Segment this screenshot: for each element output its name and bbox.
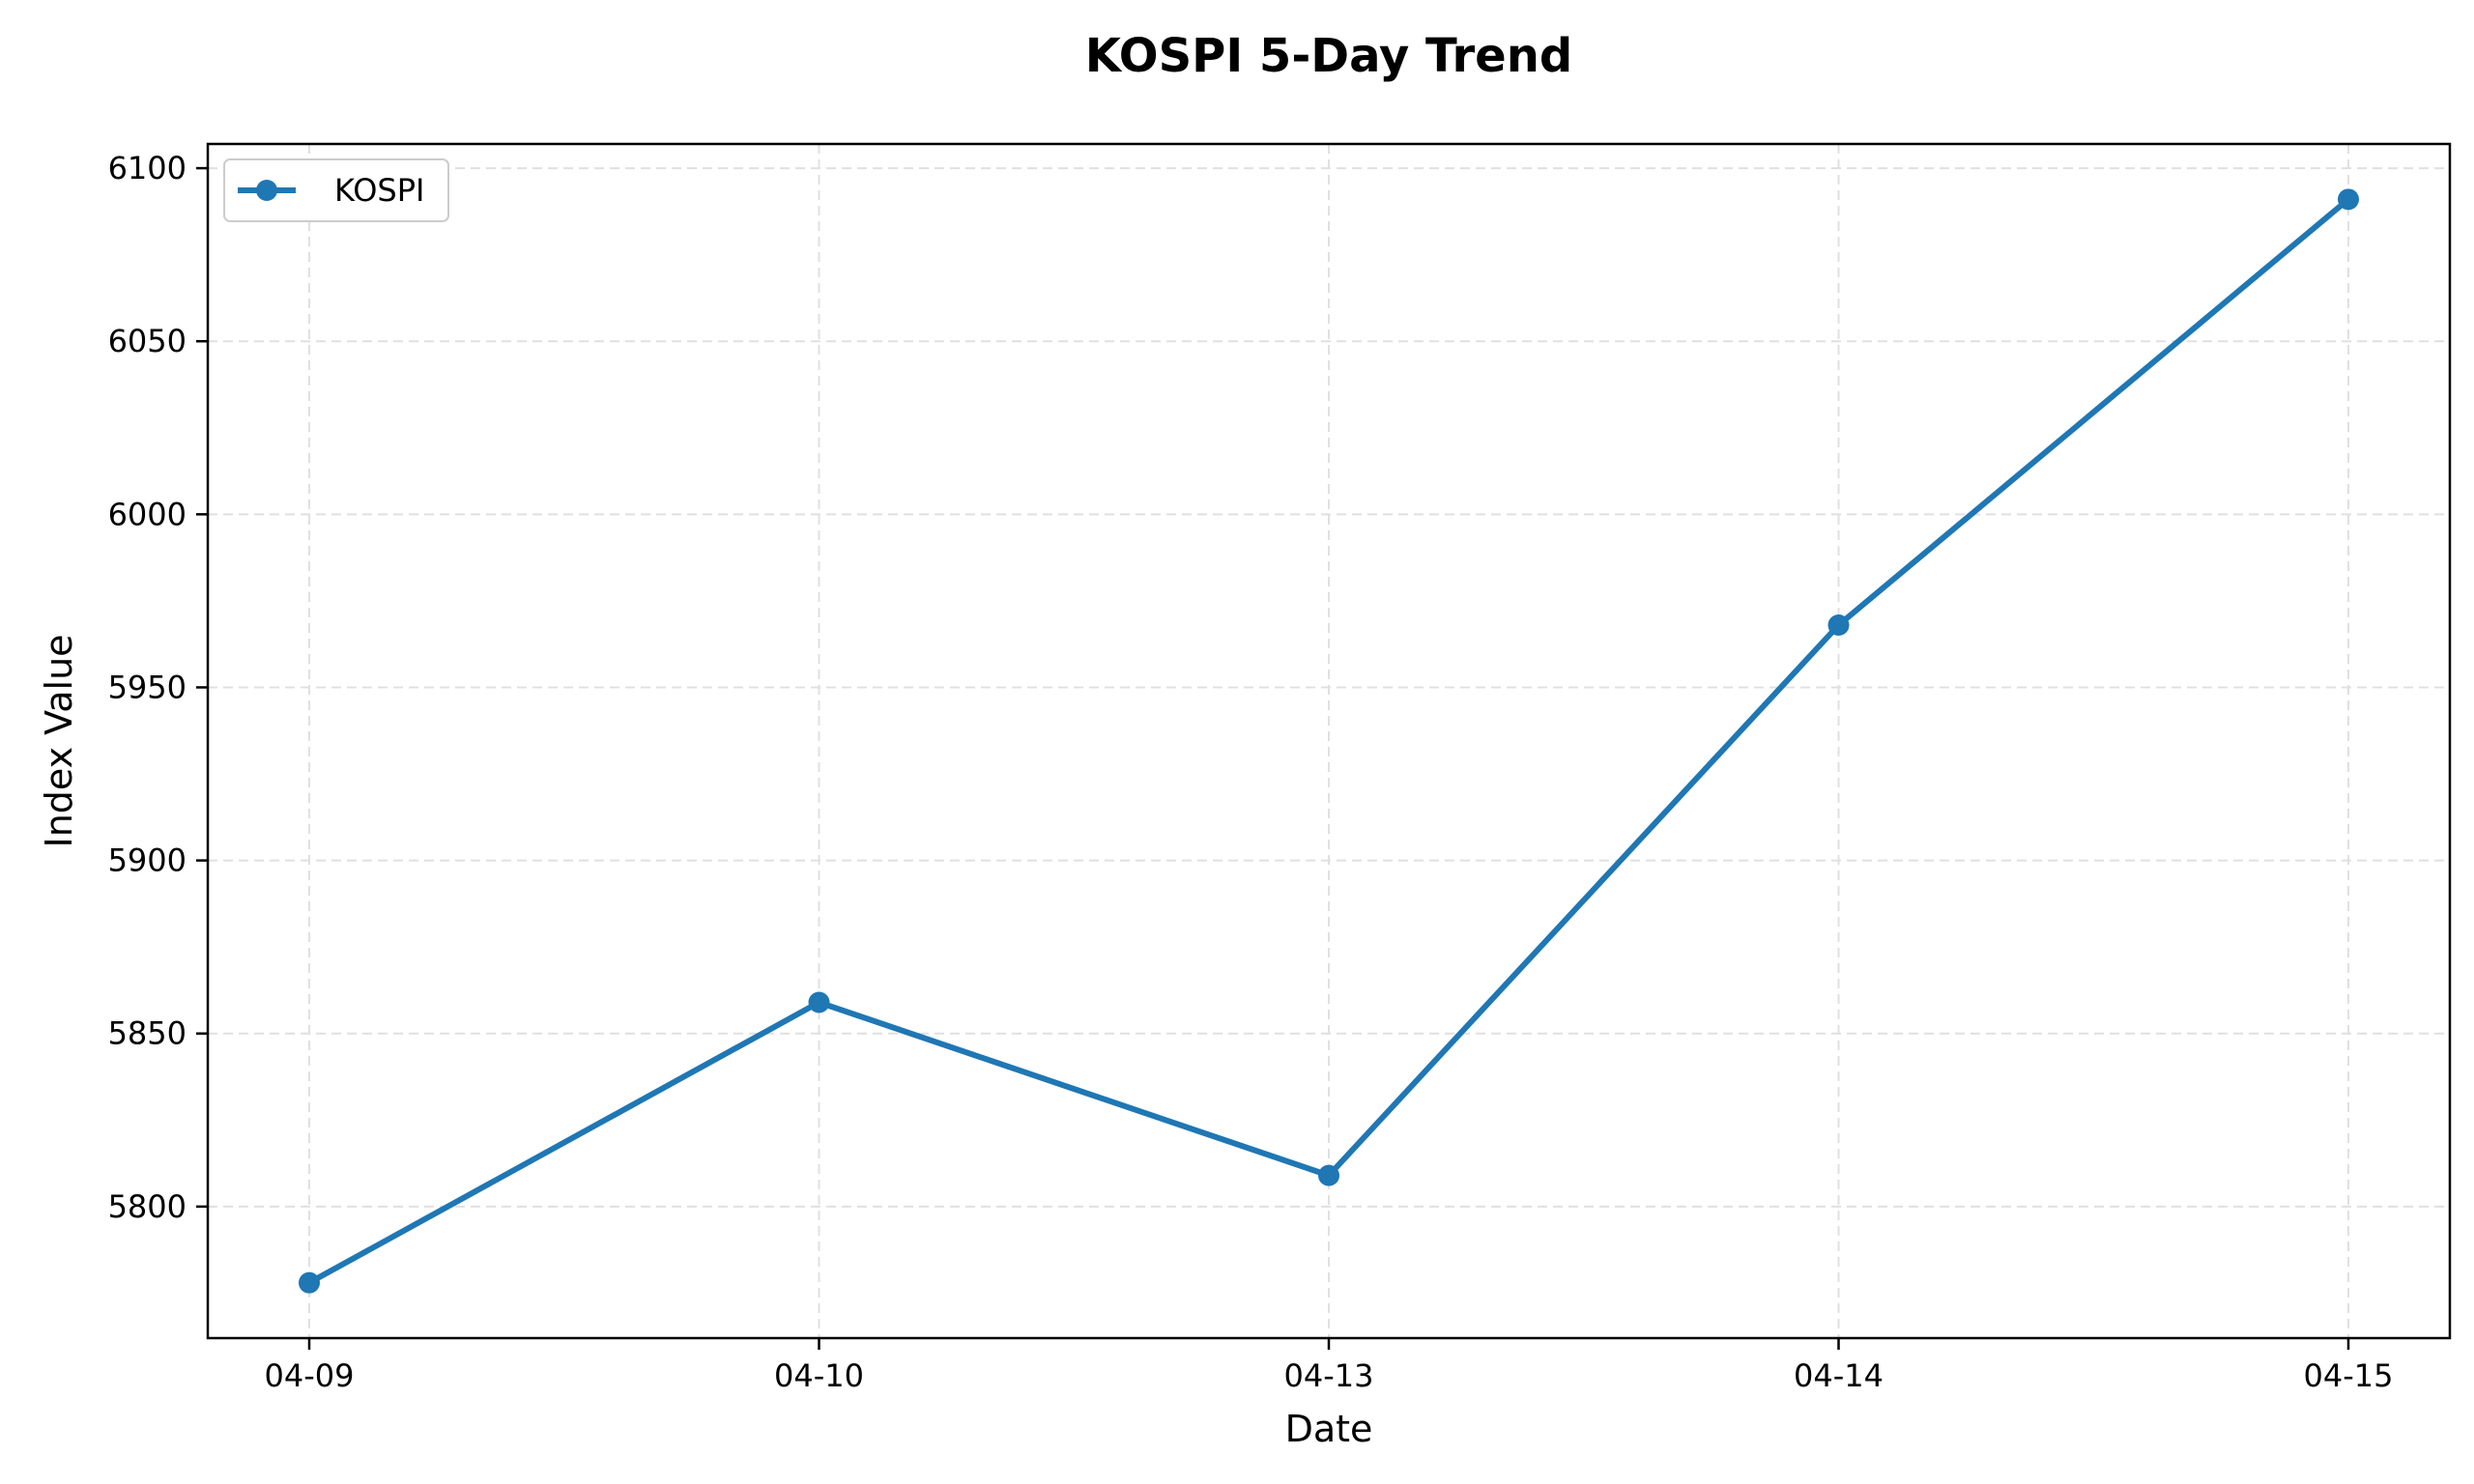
series-layer (299, 188, 2359, 1294)
grid-lines (208, 144, 2450, 1338)
y-tick-label: 5950 (108, 669, 187, 705)
x-tick-label: 04-15 (2304, 1357, 2394, 1394)
y-tick-label: 6050 (108, 323, 187, 359)
legend-box (223, 158, 449, 222)
x-axis-label: Date (1285, 1408, 1373, 1450)
y-tick-label: 6000 (108, 496, 187, 532)
data-point (808, 991, 830, 1013)
y-axis-label: Index Value (38, 634, 80, 847)
chart-title: KOSPI 5-Day Trend (1085, 29, 1572, 83)
x-tick-label: 04-14 (1794, 1357, 1884, 1394)
data-point (299, 1271, 320, 1294)
legend: KOSPI (223, 158, 449, 222)
data-point (2338, 188, 2359, 211)
x-tick-label: 04-10 (774, 1357, 864, 1394)
y-tick-label: 5800 (108, 1188, 187, 1225)
legend-marker (256, 180, 277, 201)
x-tick-label: 04-09 (265, 1357, 355, 1394)
x-tick-label: 04-13 (1284, 1357, 1374, 1394)
data-point (1318, 1164, 1339, 1186)
y-tick-label: 5850 (108, 1015, 187, 1052)
axis-ticks: 04-09 04-10 04-13 04-14 04-15 5800 5850 5900 595… (108, 150, 2394, 1394)
y-tick-label: 5900 (108, 842, 187, 879)
y-tick-label: 6100 (108, 150, 187, 186)
legend-label: KOSPI (334, 172, 424, 209)
data-point (1827, 614, 1850, 636)
